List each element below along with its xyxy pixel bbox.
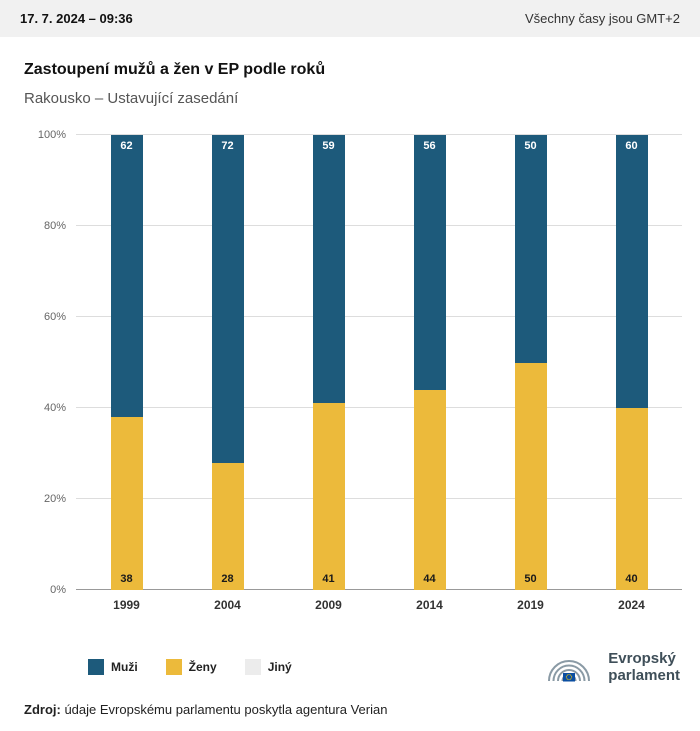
y-tick-label: 80% xyxy=(43,220,66,232)
x-axis-labels: 1999 2004 2009 2014 2019 2024 xyxy=(76,598,682,612)
bar-segment: 62 xyxy=(110,135,143,418)
bar-value-label: 41 xyxy=(322,572,335,585)
bar-segment: 72 xyxy=(211,135,244,463)
bar-segment: 38 xyxy=(110,417,143,590)
bar-segment: 56 xyxy=(413,135,446,390)
bar-value-label: 60 xyxy=(625,140,638,152)
stacked-bar-1999: 62 38 xyxy=(110,135,143,590)
legend-swatch xyxy=(244,659,261,675)
stacked-bar-2019: 50 50 xyxy=(514,135,547,590)
stacked-bar-2009: 59 41 xyxy=(312,135,345,590)
y-axis-ticks: 0% 20% 40% 60% 80% 100% xyxy=(18,129,76,596)
bar-segment: 59 xyxy=(312,135,345,404)
bar-value-label: 28 xyxy=(221,572,234,585)
bar-column-2004: 72 28 xyxy=(177,135,278,590)
stacked-bar-chart: 0% 20% 40% 60% 80% 100% 62 38 72 28 59 41 56 44 50 50 6… xyxy=(0,129,700,612)
legend-swatch xyxy=(88,659,104,675)
bar-value-label: 44 xyxy=(423,572,436,585)
bar-value-label: 56 xyxy=(423,140,436,152)
x-tick-label: 1999 xyxy=(113,598,140,612)
stacked-bar-2014: 56 44 xyxy=(413,135,446,590)
y-tick-label: 20% xyxy=(43,493,66,505)
x-tick-label: 2019 xyxy=(517,598,544,612)
legend-item-muži: Muži xyxy=(88,659,138,675)
x-axis-line xyxy=(76,589,682,590)
bar-value-label: 50 xyxy=(524,140,537,152)
y-tick-label: 40% xyxy=(43,402,66,414)
gridline xyxy=(76,498,682,499)
gridline xyxy=(76,225,682,226)
bar-column-2014: 56 44 xyxy=(379,135,480,590)
bar-value-label: 59 xyxy=(322,140,335,152)
chart-legend: Muži Ženy Jiný xyxy=(88,659,292,675)
top-bar: 17. 7. 2024 – 09:36 Všechny časy jsou GM… xyxy=(0,0,700,37)
stacked-bar-2004: 72 28 xyxy=(211,135,244,590)
x-tick-label: 2014 xyxy=(416,598,443,612)
bar-value-label: 72 xyxy=(221,140,234,152)
x-tick-label: 2009 xyxy=(315,598,342,612)
legend-label: Ženy xyxy=(188,660,217,674)
bar-segment: 60 xyxy=(615,135,648,408)
source-label: Zdroj: xyxy=(24,702,61,717)
timezone-note: Všechny časy jsou GMT+2 xyxy=(525,11,680,26)
stacked-bar-2024: 60 40 xyxy=(615,135,648,590)
x-tick-label: 2004 xyxy=(214,598,241,612)
evropsky-parlament-logo: Evropský parlament xyxy=(538,646,680,688)
bar-segment: 40 xyxy=(615,408,648,590)
gridline xyxy=(76,134,682,135)
bottom-row: Muži Ženy Jiný xyxy=(88,646,680,688)
bar-segment: 50 xyxy=(514,362,547,590)
source-text: údaje Evropskému parlamentu poskytla age… xyxy=(60,702,388,717)
logo-text: Evropský parlament xyxy=(608,650,680,684)
datetime-label: 17. 7. 2024 – 09:36 xyxy=(20,11,133,26)
bar-column-1999: 62 38 xyxy=(76,135,177,590)
gridline xyxy=(76,316,682,317)
source-note: Zdroj: údaje Evropskému parlamentu posky… xyxy=(24,702,676,717)
eu-flag-icon xyxy=(563,673,576,682)
gridline xyxy=(76,407,682,408)
plot-area: 62 38 72 28 59 41 56 44 50 50 60 40 xyxy=(76,134,682,590)
legend-item-ženy: Ženy xyxy=(165,659,217,675)
page-title: Zastoupení mužů a žen v EP podle roků xyxy=(24,61,326,78)
y-tick-label: 60% xyxy=(43,311,66,323)
legend-swatch xyxy=(165,659,182,675)
y-tick-label: 0% xyxy=(50,584,66,596)
bar-columns: 62 38 72 28 59 41 56 44 50 50 60 40 xyxy=(76,135,682,590)
bar-column-2019: 50 50 xyxy=(480,135,581,590)
legend-label: Muži xyxy=(111,660,138,674)
bar-column-2009: 59 41 xyxy=(278,135,379,590)
bar-value-label: 50 xyxy=(524,573,537,585)
x-tick-label: 2024 xyxy=(618,598,645,612)
page-subtitle: Rakousko – Ustavující zasedání xyxy=(24,90,239,107)
bar-segment: 44 xyxy=(413,389,446,590)
bar-value-label: 40 xyxy=(625,573,638,585)
bar-segment: 28 xyxy=(211,462,244,590)
bar-segment: 50 xyxy=(514,135,547,363)
y-tick-label: 100% xyxy=(37,129,66,141)
bar-value-label: 62 xyxy=(120,140,133,152)
bar-value-label: 38 xyxy=(120,572,133,585)
bar-segment: 41 xyxy=(312,403,345,590)
hemicycle-icon xyxy=(548,660,591,682)
bar-column-2024: 60 40 xyxy=(581,135,682,590)
legend-item-jiný: Jiný xyxy=(244,659,292,675)
legend-label: Jiný xyxy=(267,660,292,674)
